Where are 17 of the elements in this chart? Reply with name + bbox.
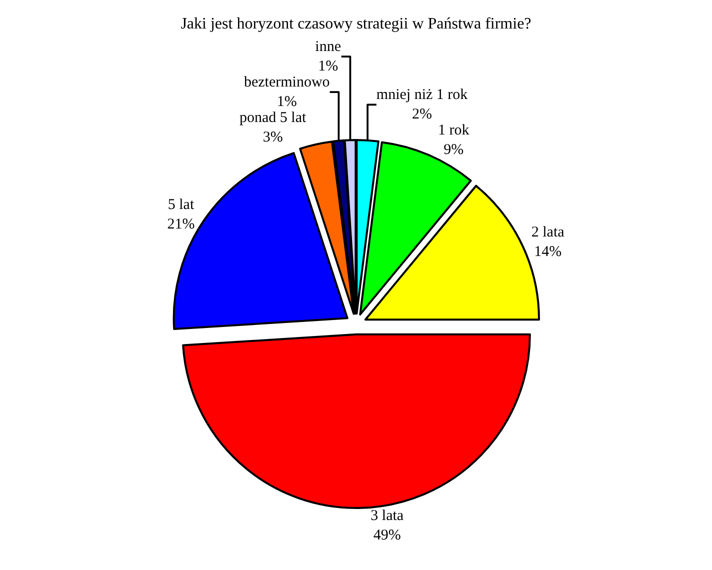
- data-label: 3%: [262, 129, 283, 146]
- slice-label: mniej niż 1 rok: [376, 86, 468, 103]
- data-label: 9%: [444, 142, 464, 158]
- data-label: 49%: [373, 527, 401, 544]
- data-label: 1%: [318, 58, 338, 74]
- chart-title: Jaki jest horyzont czasowy strategii w Państwa firmie?: [180, 15, 532, 32]
- data-label: 21%: [167, 216, 195, 233]
- data-label: 1%: [276, 94, 297, 110]
- slice-label: 1 rok: [438, 122, 470, 138]
- slice-label: bezterminowo: [244, 74, 330, 90]
- slice-label: 5 lat: [168, 197, 195, 214]
- slice-label: 2 lata: [531, 224, 565, 241]
- slice-label: inne: [315, 38, 342, 55]
- slice-label: ponad 5 lat: [240, 110, 307, 126]
- slice-label: 3 lata: [370, 508, 404, 524]
- data-label: 14%: [534, 244, 562, 260]
- data-label: 2%: [412, 106, 432, 122]
